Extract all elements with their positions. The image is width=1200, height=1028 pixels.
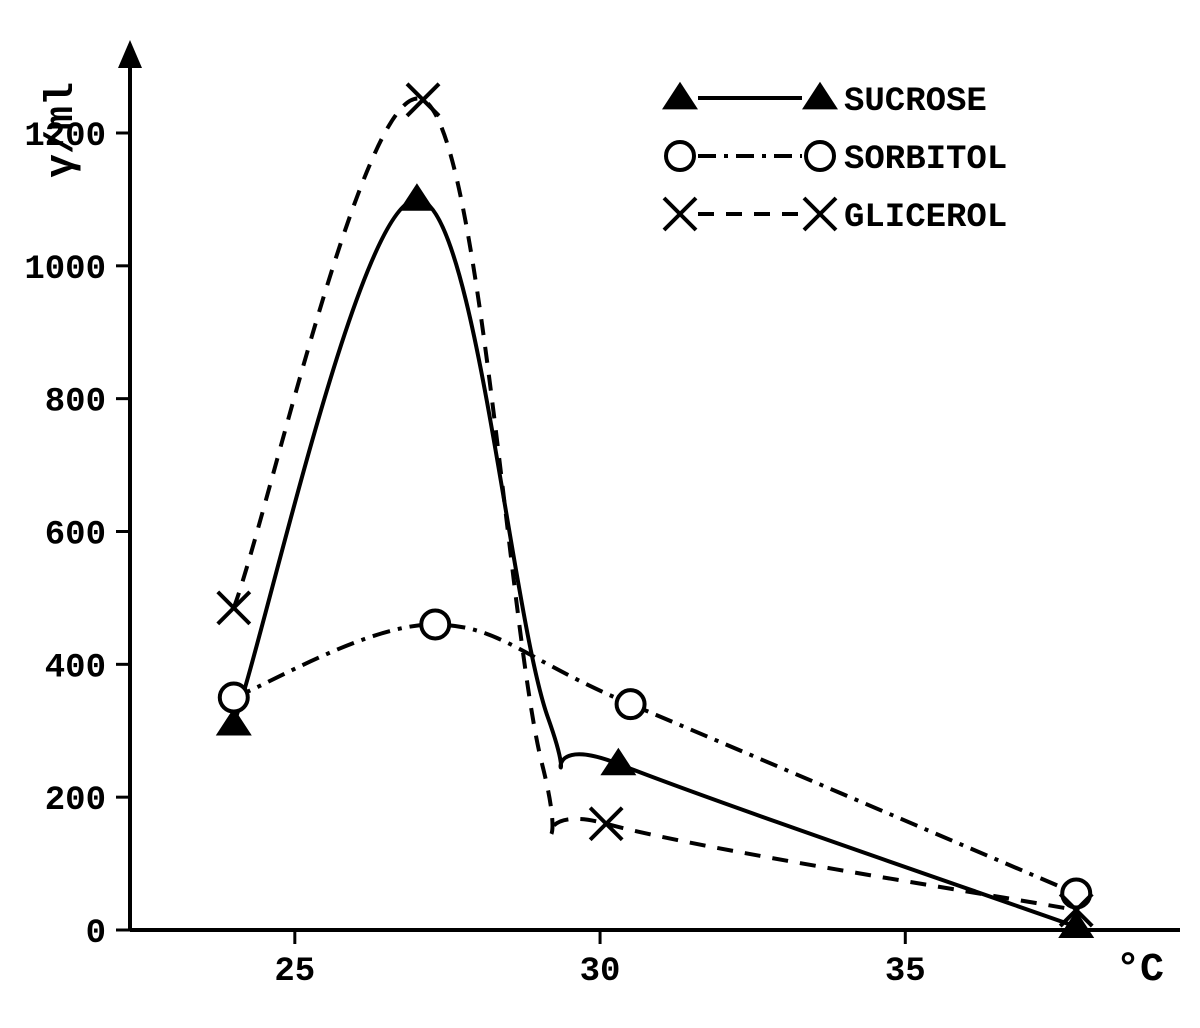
legend-label-glicerol: GLICEROL <box>844 199 1007 237</box>
x-tick-label: 35 <box>885 953 926 991</box>
y-tick-label: 1000 <box>24 251 106 289</box>
legend-marker-glicerol <box>804 198 836 230</box>
marker-sorbitol <box>1062 879 1090 907</box>
y-tick-label: 800 <box>45 384 106 422</box>
legend-label-sucrose: SUCROSE <box>844 83 987 121</box>
x-tick-label: 30 <box>580 953 621 991</box>
y-axis-arrow <box>118 40 142 68</box>
chart-container: 020040060080010001200253035γ/ml°CSUCROSE… <box>0 0 1200 1028</box>
line-chart: 020040060080010001200253035γ/ml°CSUCROSE… <box>0 0 1200 1028</box>
legend-label-sorbitol: SORBITOL <box>844 141 1007 179</box>
marker-sucrose <box>600 748 636 776</box>
marker-sorbitol <box>220 684 248 712</box>
marker-glicerol <box>218 592 250 624</box>
y-tick-label: 600 <box>45 516 106 554</box>
marker-glicerol <box>590 808 622 840</box>
legend-marker-sucrose <box>802 82 838 110</box>
marker-sorbitol <box>421 610 449 638</box>
marker-sucrose <box>399 183 435 211</box>
x-axis-label: °C <box>1116 948 1164 993</box>
series-sucrose <box>234 199 1076 926</box>
x-tick-label: 25 <box>274 953 315 991</box>
legend-marker-sorbitol <box>806 142 834 170</box>
marker-sorbitol <box>617 690 645 718</box>
legend-marker-glicerol <box>664 198 696 230</box>
y-tick-label: 400 <box>45 649 106 687</box>
legend-marker-sorbitol <box>666 142 694 170</box>
y-tick-label: 200 <box>45 782 106 820</box>
legend-marker-sucrose <box>662 82 698 110</box>
y-tick-label: 0 <box>86 915 106 953</box>
y-axis-label: γ/ml <box>40 82 85 178</box>
series-sorbitol <box>234 624 1076 893</box>
